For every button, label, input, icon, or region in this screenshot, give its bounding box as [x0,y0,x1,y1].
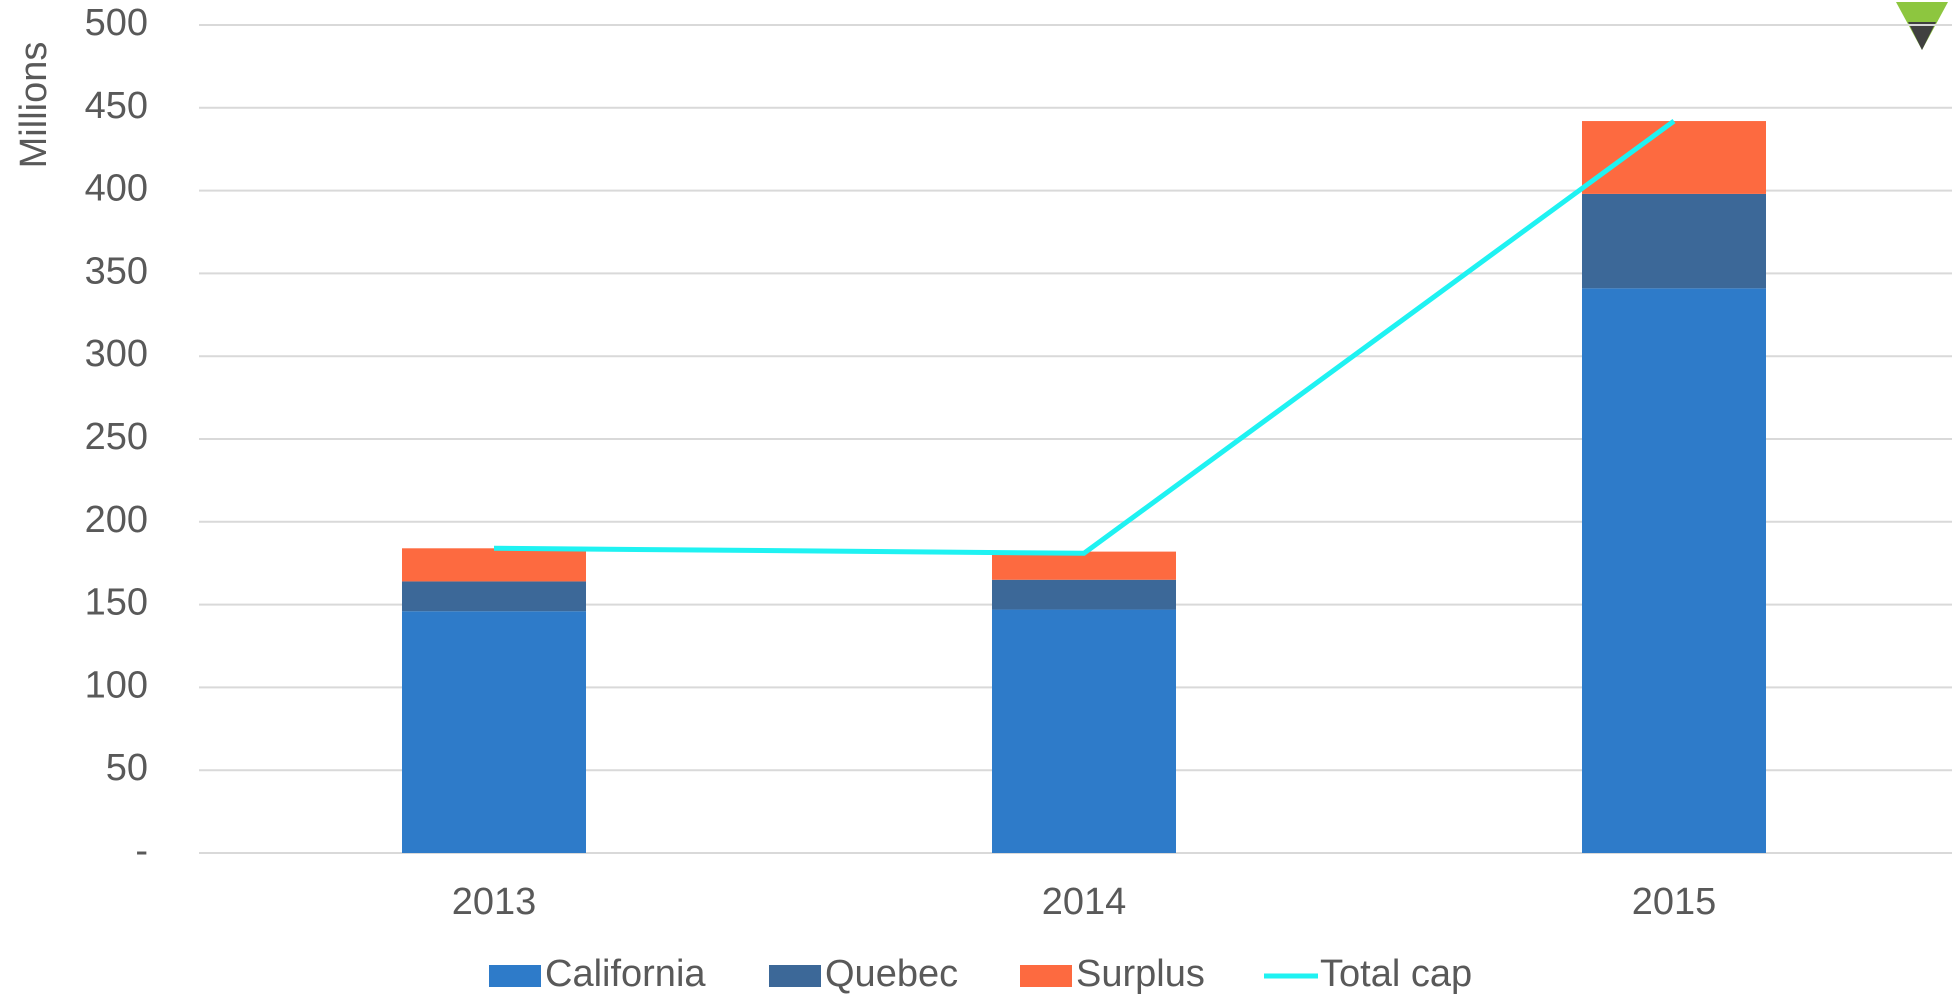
y-axis-label: Millions [13,42,55,169]
y-tick-label: 200 [85,499,148,541]
bar-segment [992,551,1176,580]
bar-segment [1582,121,1766,194]
y-tick-label: 100 [85,664,148,706]
y-tick-label: 400 [85,168,148,210]
bar-segment [992,609,1176,853]
legend-swatch [489,965,541,987]
x-tick-label: 2015 [1632,881,1717,923]
y-tick-label: 50 [106,747,148,789]
x-tick-label: 2013 [452,881,537,923]
bar-segment [402,548,586,582]
y-tick-label: - [135,830,148,872]
legend-label: California [545,953,706,995]
x-tick-label: 2014 [1042,881,1127,923]
bar-segment [992,579,1176,610]
legend-label: Surplus [1076,953,1205,995]
y-tick-label: 500 [85,2,148,44]
y-tick-label: 300 [85,333,148,375]
y-tick-label: 350 [85,250,148,292]
bar-segment [402,581,586,612]
line [493,119,1676,556]
bar-segment [1582,288,1766,854]
legend-swatch [1020,965,1072,987]
bar-segment [1582,193,1766,289]
legend-label: Quebec [825,953,958,995]
bar-segment [402,611,586,853]
y-tick-label: 150 [85,582,148,624]
legend-swatch [769,965,821,987]
y-tick-label: 250 [85,416,148,458]
legend-label: Total cap [1320,953,1472,995]
y-tick-label: 450 [85,85,148,127]
